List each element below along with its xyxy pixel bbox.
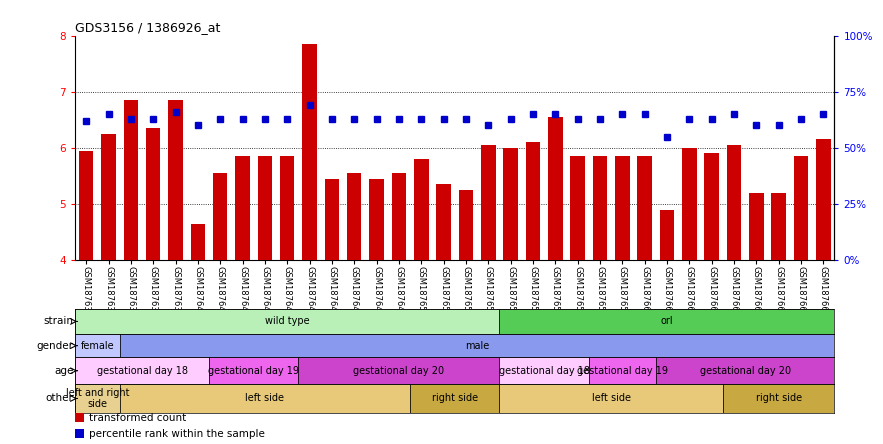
Text: male: male xyxy=(465,341,489,351)
Bar xyxy=(727,145,741,260)
Bar xyxy=(124,100,138,260)
Text: transformed count: transformed count xyxy=(88,413,186,423)
Text: percentile rank within the sample: percentile rank within the sample xyxy=(88,429,265,439)
Text: gestational day 19: gestational day 19 xyxy=(577,366,668,376)
Text: strain: strain xyxy=(43,317,73,326)
Text: gestational day 18: gestational day 18 xyxy=(499,366,590,376)
Bar xyxy=(75,309,500,334)
Bar xyxy=(169,100,183,260)
Bar xyxy=(369,179,384,260)
Bar xyxy=(503,148,517,260)
Bar xyxy=(302,44,317,260)
Bar xyxy=(816,139,831,260)
Text: gestational day 18: gestational day 18 xyxy=(96,366,187,376)
Bar xyxy=(481,145,495,260)
Bar xyxy=(615,156,630,260)
Bar xyxy=(458,190,473,260)
Bar xyxy=(414,159,428,260)
Bar xyxy=(75,384,120,413)
Bar xyxy=(392,173,406,260)
Bar xyxy=(79,151,94,260)
Text: left side: left side xyxy=(592,393,630,404)
Bar xyxy=(500,309,834,334)
Bar xyxy=(500,357,589,384)
Text: female: female xyxy=(80,341,114,351)
Bar xyxy=(146,128,161,260)
Bar xyxy=(589,357,656,384)
Bar xyxy=(235,156,250,260)
Text: left and right
side: left and right side xyxy=(65,388,129,409)
Bar xyxy=(298,357,500,384)
Bar xyxy=(548,117,562,260)
Bar xyxy=(500,384,723,413)
Text: gestational day 20: gestational day 20 xyxy=(699,366,790,376)
Text: right side: right side xyxy=(756,393,802,404)
Bar xyxy=(660,210,675,260)
Bar xyxy=(723,384,834,413)
Text: gestational day 20: gestational day 20 xyxy=(353,366,444,376)
Bar xyxy=(75,429,84,438)
Bar xyxy=(75,357,209,384)
Bar xyxy=(705,154,719,260)
Bar xyxy=(213,173,228,260)
Bar xyxy=(191,224,205,260)
Text: gestational day 19: gestational day 19 xyxy=(208,366,299,376)
Text: right side: right side xyxy=(432,393,478,404)
Bar xyxy=(656,357,834,384)
Bar xyxy=(280,156,295,260)
Bar xyxy=(436,184,451,260)
Bar xyxy=(75,413,84,422)
Bar xyxy=(347,173,361,260)
Text: GDS3156 / 1386926_at: GDS3156 / 1386926_at xyxy=(75,21,221,34)
Text: gender: gender xyxy=(36,341,73,351)
Bar xyxy=(75,334,120,357)
Text: wild type: wild type xyxy=(265,317,310,326)
Bar xyxy=(749,193,764,260)
Bar xyxy=(102,134,116,260)
Bar xyxy=(525,142,540,260)
Bar xyxy=(638,156,652,260)
Bar xyxy=(120,384,410,413)
Bar xyxy=(682,148,697,260)
Text: left side: left side xyxy=(245,393,284,404)
Bar xyxy=(209,357,298,384)
Text: other: other xyxy=(46,393,73,404)
Bar xyxy=(258,156,272,260)
Text: orl: orl xyxy=(660,317,673,326)
Bar xyxy=(570,156,585,260)
Text: age: age xyxy=(54,366,73,376)
Bar xyxy=(325,179,339,260)
Bar xyxy=(794,156,808,260)
Bar xyxy=(410,384,500,413)
Bar xyxy=(592,156,608,260)
Bar xyxy=(772,193,786,260)
